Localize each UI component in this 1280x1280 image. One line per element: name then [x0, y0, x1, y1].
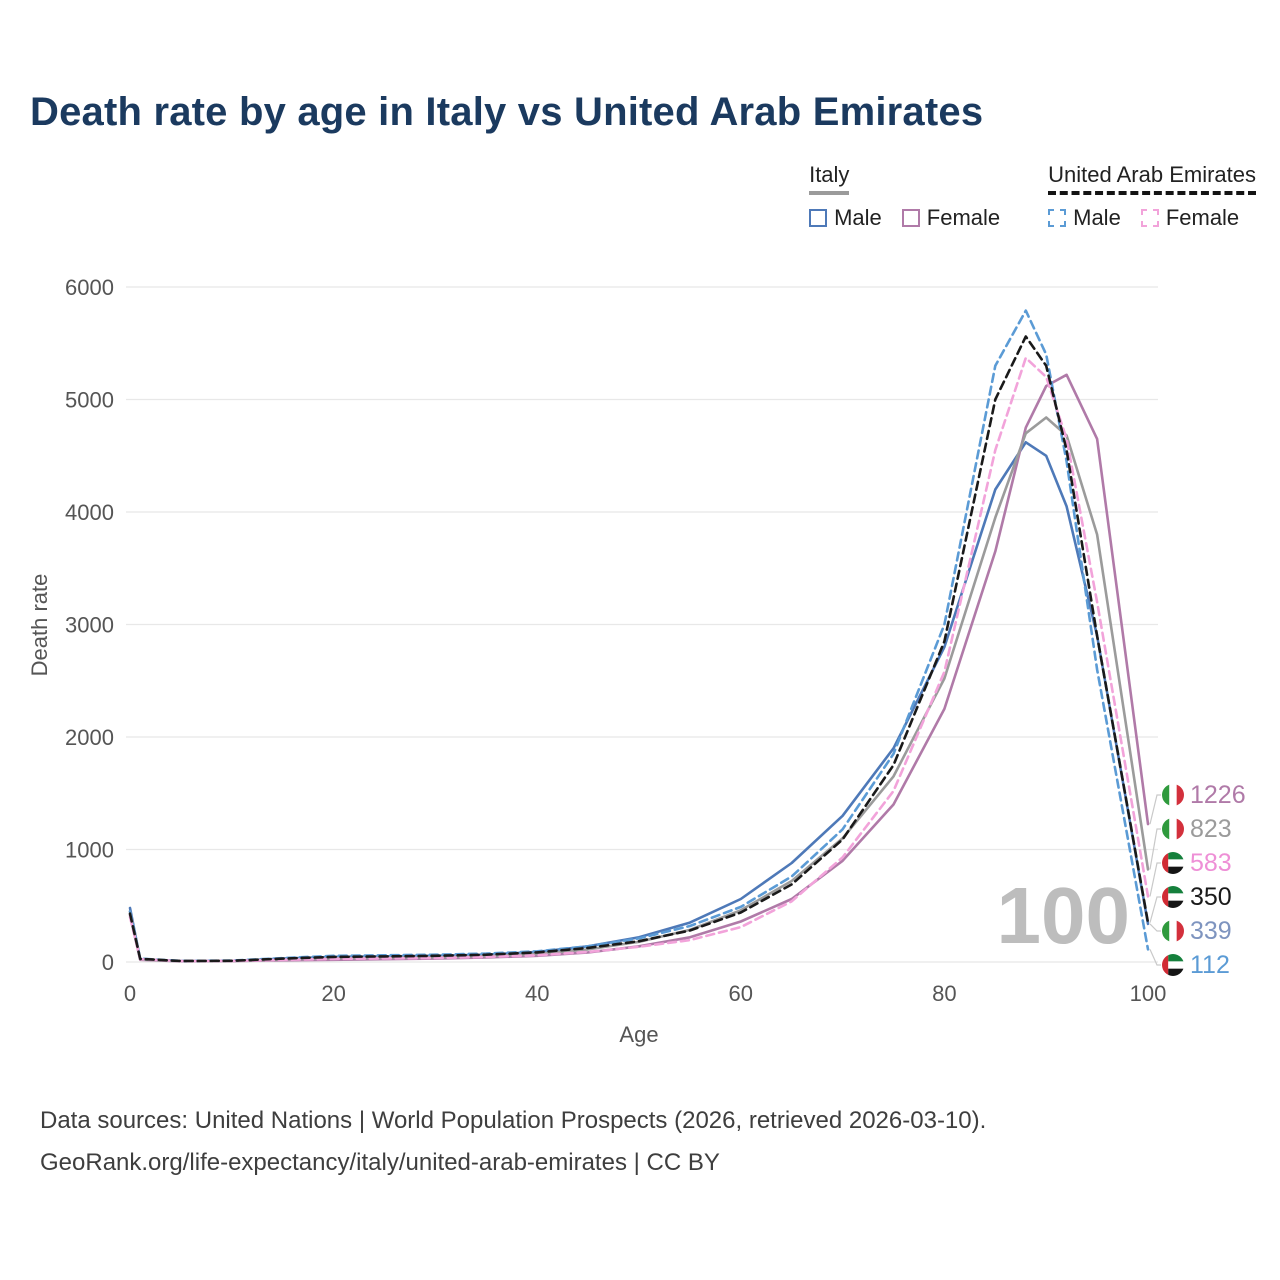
- footer-sources: Data sources: United Nations | World Pop…: [40, 1107, 987, 1134]
- legend-group-italy: Italy Male Female: [809, 162, 1000, 231]
- legend-item-label: Male: [1073, 205, 1121, 230]
- legend-item-label: Female: [1165, 205, 1240, 230]
- y-tick-label: 6000: [65, 275, 114, 300]
- end-value-labels: 1226 823 583 350 339 112: [1149, 781, 1246, 979]
- y-tick-labels: 0 1000 2000 3000 4000 5000 6000: [65, 275, 114, 975]
- end-value-label: 350: [1190, 883, 1232, 911]
- end-label-connector: [1149, 862, 1161, 897]
- end-value-label: 339: [1190, 917, 1232, 945]
- legend-group-title-uae: United Arab Emirates: [1048, 162, 1256, 195]
- y-tick-label: 3000: [65, 613, 114, 638]
- y-tick-label: 0: [102, 950, 114, 975]
- legend-item-italy-female[interactable]: Female: [901, 205, 1001, 231]
- flag-uae-icon: [1162, 852, 1184, 874]
- legend-item-uae-male[interactable]: Male: [1048, 205, 1121, 231]
- italy-female-swatch-icon: [901, 209, 920, 227]
- legend-item-italy-male[interactable]: Male: [809, 205, 882, 231]
- legend-item-uae-female[interactable]: Female: [1140, 205, 1240, 231]
- y-gridlines: [126, 286, 1158, 963]
- flag-italy-icon: [1162, 784, 1184, 806]
- series-lines: [128, 309, 1150, 963]
- end-label-connector: [1149, 923, 1161, 932]
- flag-uae-icon: [1162, 954, 1184, 976]
- flag-uae-icon: [1162, 886, 1184, 908]
- y-tick-label: 1000: [65, 838, 114, 863]
- y-tick-label: 4000: [65, 500, 114, 525]
- end-label-connector: [1149, 794, 1161, 825]
- legend-items-italy: Male Female: [809, 205, 1000, 231]
- end-value-label: 112: [1190, 951, 1230, 979]
- x-axis-label: Age: [619, 1022, 658, 1047]
- death-rate-chart[interactable]: 100 0 1000 2000 3000 4000 5000 6000 0 20 40 60 80 1…: [0, 250, 1280, 1060]
- y-axis-label: Death rate: [27, 574, 52, 677]
- legend-item-label: Female: [926, 205, 1001, 230]
- chart-area[interactable]: 100 0 1000 2000 3000 4000 5000 6000 0 20 40 60 80 1…: [0, 250, 1280, 1060]
- footer-url: GeoRank.org/life-expectancy/italy/united…: [40, 1149, 720, 1176]
- legend-group-title-italy: Italy: [809, 162, 850, 195]
- uae-male-swatch-icon: [1048, 209, 1067, 227]
- x-tick-label: 60: [729, 981, 753, 1006]
- x-tick-label: 0: [124, 981, 136, 1006]
- line-italy-female[interactable]: [128, 373, 1150, 963]
- page-title: Death rate by age in Italy vs United Ara…: [30, 90, 984, 134]
- line-united-arab-emirates-male[interactable]: [128, 309, 1150, 963]
- end-label-connector: [1149, 828, 1161, 870]
- end-value-label: 583: [1190, 849, 1232, 877]
- line-united-arab-emirates-total[interactable]: [128, 335, 1150, 963]
- flag-italy-icon: [1162, 818, 1184, 840]
- legend: Italy Male Female United Arab Emirates M…: [809, 162, 1256, 231]
- hover-age-watermark: 100: [997, 871, 1130, 960]
- end-label-connector: [1149, 949, 1161, 966]
- legend-item-label: Male: [834, 205, 882, 230]
- x-tick-label: 100: [1130, 981, 1167, 1006]
- uae-female-swatch-icon: [1140, 209, 1159, 227]
- x-tick-label: 40: [525, 981, 549, 1006]
- end-value-label: 823: [1190, 815, 1232, 843]
- footer: Data sources: United Nations | World Pop…: [40, 1100, 986, 1184]
- line-italy-total[interactable]: [128, 416, 1150, 963]
- x-tick-label: 20: [321, 981, 345, 1006]
- flag-italy-icon: [1162, 920, 1184, 942]
- x-tick-label: 80: [932, 981, 956, 1006]
- legend-group-uae: United Arab Emirates Male Female: [1048, 162, 1256, 231]
- y-tick-label: 5000: [65, 388, 114, 413]
- end-value-label: 1226: [1190, 781, 1246, 809]
- legend-items-uae: Male Female: [1048, 205, 1239, 231]
- x-tick-labels: 0 20 40 60 80 100: [124, 981, 1166, 1006]
- end-label-connector: [1149, 896, 1161, 923]
- line-united-arab-emirates-female[interactable]: [128, 356, 1150, 963]
- italy-male-swatch-icon: [809, 209, 828, 227]
- y-tick-label: 2000: [65, 725, 114, 750]
